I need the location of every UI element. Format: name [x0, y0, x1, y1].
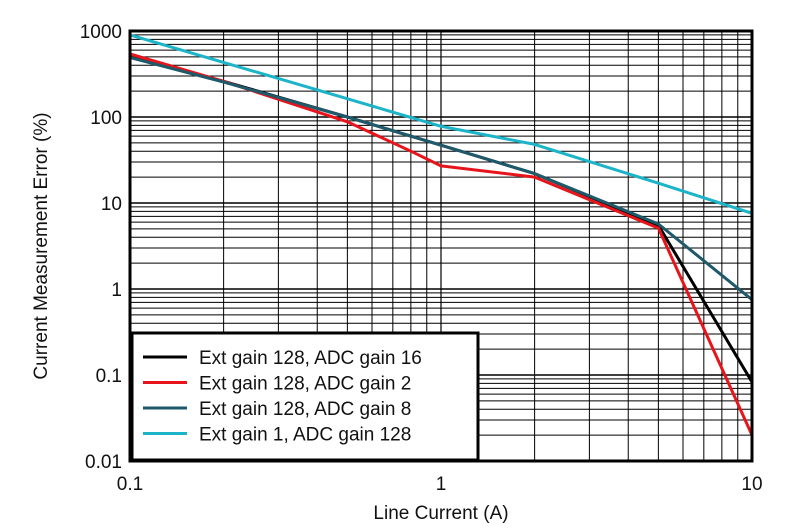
series-line-3 — [129, 33, 753, 215]
x-tick-label: 1 — [436, 474, 447, 495]
legend-label: Ext gain 128, ADC gain 8 — [199, 399, 411, 420]
y-tick-label: 10 — [101, 194, 122, 215]
y-tick-label: 1 — [111, 280, 122, 301]
x-tick-label: 10 — [741, 474, 762, 495]
y-tick-labels: 0.01 0.1 1 10 100 1000 — [80, 22, 122, 473]
legend-label: Ext gain 1, ADC gain 128 — [199, 425, 411, 446]
y-tick-label: 0.1 — [96, 366, 122, 387]
y-tick-label: 1000 — [80, 22, 122, 43]
x-axis-label: Line Current (A) — [373, 503, 508, 524]
legend: Ext gain 128, ADC gain 16 Ext gain 128, A… — [130, 331, 480, 462]
y-tick-label: 100 — [90, 108, 122, 129]
x-tick-label: 0.1 — [117, 474, 143, 495]
legend-label: Ext gain 128, ADC gain 16 — [199, 348, 422, 369]
series-lines — [129, 33, 754, 436]
legend-box — [130, 331, 480, 462]
y-tick-label: 0.01 — [85, 452, 122, 473]
x-tick-labels: 0.1 1 10 — [117, 474, 763, 495]
legend-label: Ext gain 128, ADC gain 2 — [199, 374, 411, 395]
y-axis-label: Current Measurement Error (%) — [31, 112, 52, 379]
series-line-2 — [129, 56, 753, 301]
